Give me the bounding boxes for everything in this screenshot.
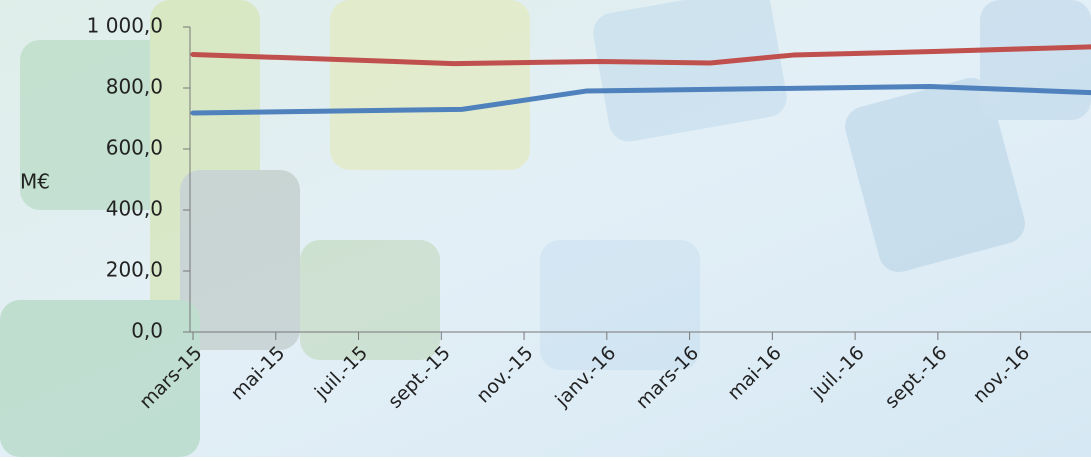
line (190, 44, 1091, 67)
y-tick-label: 1 000,0 (87, 14, 163, 38)
y-tick-label: 600,0 (106, 136, 163, 160)
y-tick-label: 200,0 (106, 258, 163, 282)
y-tick-label: 400,0 (106, 197, 163, 221)
line (190, 83, 1091, 116)
y-tick-label: 0,0 (131, 319, 163, 343)
y-tick-label: 800,0 (106, 75, 163, 99)
y-axis-label: M€ (20, 170, 50, 194)
